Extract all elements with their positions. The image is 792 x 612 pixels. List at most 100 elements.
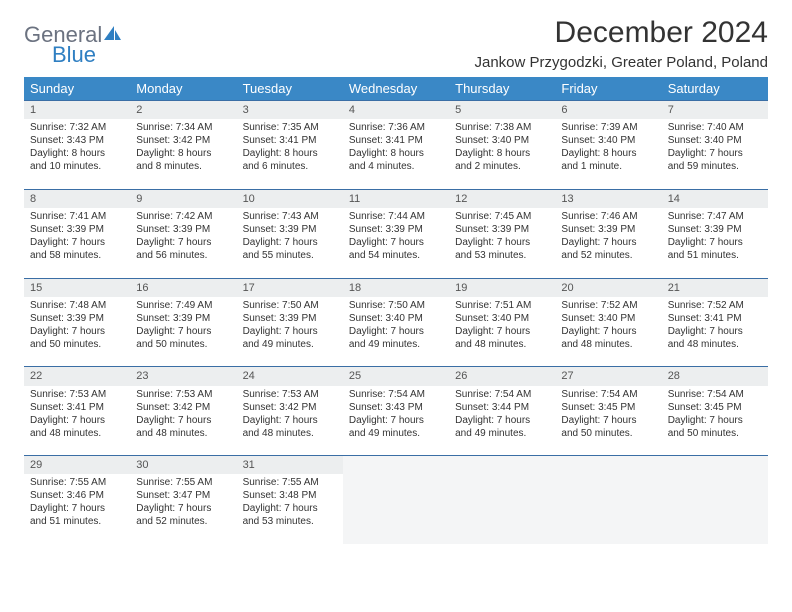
daylight-line: Daylight: 7 hours and 55 minutes. xyxy=(243,236,337,262)
sunset-line: Sunset: 3:45 PM xyxy=(668,401,762,414)
day-number-cell: 31 xyxy=(237,456,343,475)
day-number-cell: 22 xyxy=(24,367,130,386)
day-number-cell xyxy=(555,456,661,475)
day-content-row: Sunrise: 7:32 AMSunset: 3:43 PMDaylight:… xyxy=(24,119,768,189)
sunset-line: Sunset: 3:45 PM xyxy=(561,401,655,414)
sunrise-line: Sunrise: 7:42 AM xyxy=(136,210,230,223)
daylight-line: Daylight: 7 hours and 48 minutes. xyxy=(30,414,124,440)
day-content-cell: Sunrise: 7:38 AMSunset: 3:40 PMDaylight:… xyxy=(449,119,555,189)
sunrise-line: Sunrise: 7:34 AM xyxy=(136,121,230,134)
day-content-cell: Sunrise: 7:34 AMSunset: 3:42 PMDaylight:… xyxy=(130,119,236,189)
day-content-cell xyxy=(449,474,555,544)
day-content-cell: Sunrise: 7:42 AMSunset: 3:39 PMDaylight:… xyxy=(130,208,236,278)
daylight-line: Daylight: 8 hours and 6 minutes. xyxy=(243,147,337,173)
day-number-cell: 4 xyxy=(343,101,449,120)
day-number-cell xyxy=(449,456,555,475)
daylight-line: Daylight: 7 hours and 48 minutes. xyxy=(668,325,762,351)
sunset-line: Sunset: 3:48 PM xyxy=(243,489,337,502)
day-number-cell: 7 xyxy=(662,101,768,120)
sunset-line: Sunset: 3:43 PM xyxy=(30,134,124,147)
day-number-cell: 5 xyxy=(449,101,555,120)
logo-sail-icon xyxy=(104,24,122,46)
weekday-header: Saturday xyxy=(662,77,768,101)
day-number-cell: 30 xyxy=(130,456,236,475)
day-content-cell: Sunrise: 7:52 AMSunset: 3:40 PMDaylight:… xyxy=(555,297,661,367)
day-content-cell: Sunrise: 7:53 AMSunset: 3:41 PMDaylight:… xyxy=(24,386,130,456)
daylight-line: Daylight: 8 hours and 10 minutes. xyxy=(30,147,124,173)
day-number-cell: 18 xyxy=(343,278,449,297)
sunset-line: Sunset: 3:40 PM xyxy=(668,134,762,147)
daylight-line: Daylight: 7 hours and 51 minutes. xyxy=(30,502,124,528)
day-number-cell: 23 xyxy=(130,367,236,386)
weekday-header: Thursday xyxy=(449,77,555,101)
daylight-line: Daylight: 7 hours and 53 minutes. xyxy=(243,502,337,528)
weekday-header: Monday xyxy=(130,77,236,101)
day-content-cell: Sunrise: 7:55 AMSunset: 3:47 PMDaylight:… xyxy=(130,474,236,544)
sunrise-line: Sunrise: 7:44 AM xyxy=(349,210,443,223)
day-content-cell: Sunrise: 7:32 AMSunset: 3:43 PMDaylight:… xyxy=(24,119,130,189)
sunrise-line: Sunrise: 7:54 AM xyxy=(349,388,443,401)
day-content-cell: Sunrise: 7:50 AMSunset: 3:39 PMDaylight:… xyxy=(237,297,343,367)
sunrise-line: Sunrise: 7:38 AM xyxy=(455,121,549,134)
day-content-cell: Sunrise: 7:51 AMSunset: 3:40 PMDaylight:… xyxy=(449,297,555,367)
sunset-line: Sunset: 3:40 PM xyxy=(561,312,655,325)
daylight-line: Daylight: 7 hours and 48 minutes. xyxy=(136,414,230,440)
day-number-row: 891011121314 xyxy=(24,189,768,208)
sunset-line: Sunset: 3:39 PM xyxy=(668,223,762,236)
day-content-cell: Sunrise: 7:50 AMSunset: 3:40 PMDaylight:… xyxy=(343,297,449,367)
sunrise-line: Sunrise: 7:55 AM xyxy=(136,476,230,489)
day-content-cell: Sunrise: 7:36 AMSunset: 3:41 PMDaylight:… xyxy=(343,119,449,189)
sunrise-line: Sunrise: 7:52 AM xyxy=(561,299,655,312)
day-content-row: Sunrise: 7:41 AMSunset: 3:39 PMDaylight:… xyxy=(24,208,768,278)
sunset-line: Sunset: 3:46 PM xyxy=(30,489,124,502)
sunset-line: Sunset: 3:42 PM xyxy=(136,134,230,147)
sunset-line: Sunset: 3:39 PM xyxy=(349,223,443,236)
day-number-cell: 9 xyxy=(130,189,236,208)
day-content-cell: Sunrise: 7:41 AMSunset: 3:39 PMDaylight:… xyxy=(24,208,130,278)
sunrise-line: Sunrise: 7:54 AM xyxy=(561,388,655,401)
day-number-cell: 12 xyxy=(449,189,555,208)
day-content-row: Sunrise: 7:48 AMSunset: 3:39 PMDaylight:… xyxy=(24,297,768,367)
sunrise-line: Sunrise: 7:46 AM xyxy=(561,210,655,223)
daylight-line: Daylight: 7 hours and 49 minutes. xyxy=(455,414,549,440)
day-number-cell: 28 xyxy=(662,367,768,386)
sunset-line: Sunset: 3:39 PM xyxy=(455,223,549,236)
sunrise-line: Sunrise: 7:53 AM xyxy=(243,388,337,401)
sunset-line: Sunset: 3:42 PM xyxy=(136,401,230,414)
sunrise-line: Sunrise: 7:55 AM xyxy=(243,476,337,489)
logo-line2: Blue xyxy=(52,44,122,66)
location: Jankow Przygodzki, Greater Poland, Polan… xyxy=(475,54,769,71)
day-number-cell xyxy=(343,456,449,475)
day-content-cell: Sunrise: 7:53 AMSunset: 3:42 PMDaylight:… xyxy=(130,386,236,456)
sunrise-line: Sunrise: 7:43 AM xyxy=(243,210,337,223)
sunrise-line: Sunrise: 7:35 AM xyxy=(243,121,337,134)
daylight-line: Daylight: 7 hours and 53 minutes. xyxy=(455,236,549,262)
sunrise-line: Sunrise: 7:52 AM xyxy=(668,299,762,312)
weekday-header: Wednesday xyxy=(343,77,449,101)
day-number-cell: 27 xyxy=(555,367,661,386)
day-number-cell: 16 xyxy=(130,278,236,297)
day-number-cell: 24 xyxy=(237,367,343,386)
day-number-cell: 20 xyxy=(555,278,661,297)
daylight-line: Daylight: 7 hours and 48 minutes. xyxy=(561,325,655,351)
day-content-cell: Sunrise: 7:35 AMSunset: 3:41 PMDaylight:… xyxy=(237,119,343,189)
day-content-cell: Sunrise: 7:47 AMSunset: 3:39 PMDaylight:… xyxy=(662,208,768,278)
sunset-line: Sunset: 3:40 PM xyxy=(561,134,655,147)
sunrise-line: Sunrise: 7:39 AM xyxy=(561,121,655,134)
calendar-body: 1234567Sunrise: 7:32 AMSunset: 3:43 PMDa… xyxy=(24,101,768,545)
day-content-cell: Sunrise: 7:55 AMSunset: 3:46 PMDaylight:… xyxy=(24,474,130,544)
daylight-line: Daylight: 7 hours and 50 minutes. xyxy=(561,414,655,440)
day-content-cell: Sunrise: 7:48 AMSunset: 3:39 PMDaylight:… xyxy=(24,297,130,367)
sunrise-line: Sunrise: 7:50 AM xyxy=(243,299,337,312)
day-number-cell: 8 xyxy=(24,189,130,208)
weekday-header-row: SundayMondayTuesdayWednesdayThursdayFrid… xyxy=(24,77,768,101)
day-number-cell: 29 xyxy=(24,456,130,475)
daylight-line: Daylight: 7 hours and 56 minutes. xyxy=(136,236,230,262)
daylight-line: Daylight: 7 hours and 52 minutes. xyxy=(136,502,230,528)
daylight-line: Daylight: 8 hours and 1 minute. xyxy=(561,147,655,173)
day-content-cell: Sunrise: 7:44 AMSunset: 3:39 PMDaylight:… xyxy=(343,208,449,278)
sunrise-line: Sunrise: 7:53 AM xyxy=(30,388,124,401)
daylight-line: Daylight: 7 hours and 49 minutes. xyxy=(349,414,443,440)
header: General Blue December 2024 Jankow Przygo… xyxy=(24,16,768,71)
title-block: December 2024 Jankow Przygodzki, Greater… xyxy=(475,16,769,71)
